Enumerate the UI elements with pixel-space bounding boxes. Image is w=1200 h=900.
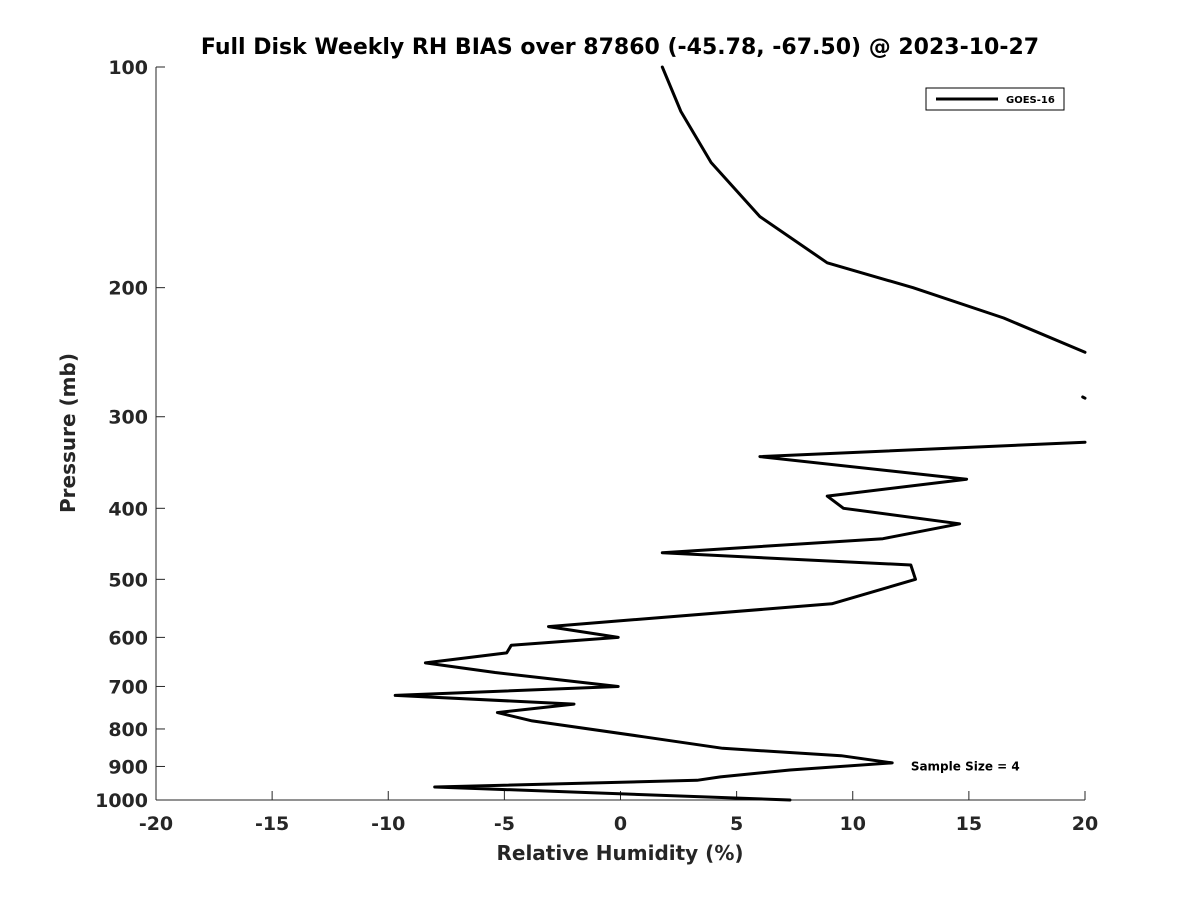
- x-tick-label: 20: [1072, 813, 1098, 835]
- x-tick-label: -5: [494, 813, 515, 835]
- series-line-0-segment-2: [393, 440, 1087, 802]
- x-tick-label: -10: [371, 813, 405, 835]
- x-tick-label: 0: [614, 813, 627, 835]
- y-tick-label: 200: [108, 278, 148, 300]
- series-line-0-segment-1: [1081, 395, 1087, 400]
- y-tick-label: 500: [108, 569, 148, 591]
- y-tick-label: 900: [108, 756, 148, 778]
- plot-area: [156, 67, 1085, 800]
- x-tick-label: 10: [840, 813, 866, 835]
- y-tick-label: 100: [108, 57, 148, 79]
- chart-title: Full Disk Weekly RH BIAS over 87860 (-45…: [201, 35, 1039, 60]
- annotation-sample-size: Sample Size = 4: [911, 759, 1020, 773]
- y-axis: 100 200 300 400 500 600 700 800 900 1000: [95, 57, 165, 812]
- legend: GOES-16: [925, 87, 1065, 111]
- y-tick-label: 800: [108, 719, 148, 741]
- x-axis: -20 -15 -10 -5 0 5 10 15 20: [139, 791, 1098, 835]
- y-tick-label: 700: [108, 676, 148, 698]
- y-tick-label: 300: [108, 407, 148, 429]
- y-tick-label: 1000: [95, 790, 148, 812]
- y-tick-label: 400: [108, 498, 148, 520]
- series-line-0-segment-0: [660, 65, 1087, 354]
- x-tick-label: -15: [255, 813, 289, 835]
- x-axis-label: Relative Humidity (%): [496, 841, 743, 865]
- x-tick-label: 5: [730, 813, 743, 835]
- legend-label-goes-16: GOES-16: [1006, 95, 1055, 106]
- annotations: Sample Size = 4: [911, 759, 1020, 773]
- x-tick-label: -20: [139, 813, 173, 835]
- series-group: [393, 65, 1087, 802]
- x-tick-label: 15: [956, 813, 982, 835]
- y-axis-label: Pressure (mb): [56, 353, 80, 513]
- y-tick-label: 600: [108, 627, 148, 649]
